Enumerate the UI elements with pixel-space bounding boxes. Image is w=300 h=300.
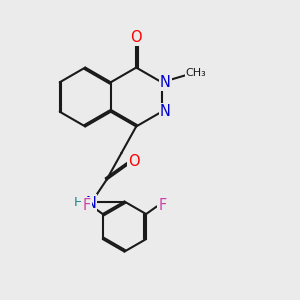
Text: N: N	[160, 104, 171, 119]
Text: N: N	[160, 75, 171, 90]
Text: CH₃: CH₃	[186, 68, 206, 78]
Text: F: F	[158, 198, 166, 213]
Text: O: O	[130, 30, 142, 45]
Text: O: O	[128, 154, 140, 169]
Text: H: H	[74, 196, 84, 208]
Text: N: N	[85, 196, 96, 211]
Text: F: F	[82, 198, 91, 213]
